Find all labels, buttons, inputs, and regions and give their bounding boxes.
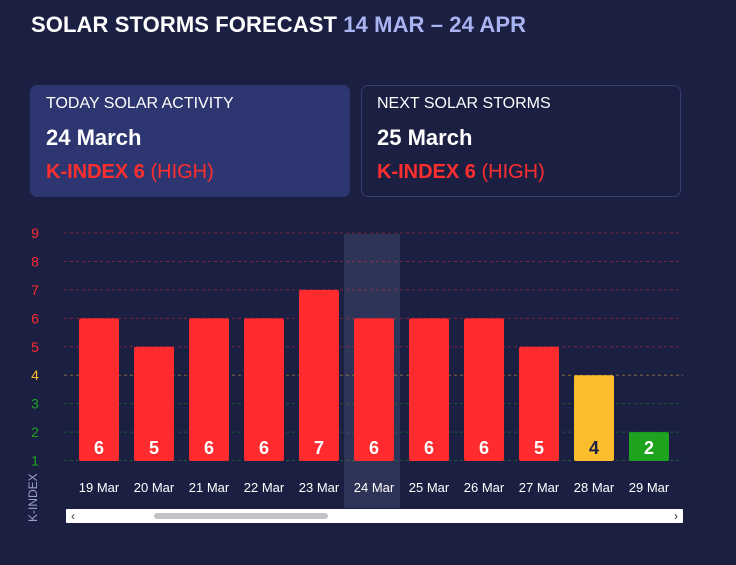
bar-value-label: 6 <box>369 438 379 458</box>
bar-26-mar[interactable] <box>464 318 504 461</box>
x-tick-label: 26 Mar <box>464 480 505 495</box>
x-tick-label: 22 Mar <box>244 480 285 495</box>
bar-value-label: 2 <box>644 438 654 458</box>
y-tick-label-1: 1 <box>31 453 39 469</box>
y-tick-label-6: 6 <box>31 310 39 326</box>
bar-value-label: 7 <box>314 438 324 458</box>
bar-value-label: 4 <box>589 438 599 458</box>
bar-19-mar[interactable] <box>79 318 119 461</box>
next-card-kindex: K-INDEX 6 (HIGH) <box>377 161 665 184</box>
x-tick-label: 25 Mar <box>409 480 450 495</box>
bar-27-mar[interactable] <box>519 346 559 461</box>
y-tick-label-8: 8 <box>31 253 39 269</box>
x-tick-label: 24 Mar <box>354 480 395 495</box>
bar-value-label: 6 <box>479 438 489 458</box>
date-range: 14 MAR – 24 APR <box>343 12 527 37</box>
y-tick-label-3: 3 <box>31 396 39 412</box>
today-card-kindex: K-INDEX 6 (HIGH) <box>46 161 334 184</box>
today-activity-card: TODAY SOLAR ACTIVITY 24 March K-INDEX 6 … <box>30 85 350 197</box>
y-tick-label-2: 2 <box>31 424 39 440</box>
x-tick-label: 20 Mar <box>134 480 175 495</box>
y-tick-label-5: 5 <box>31 339 39 355</box>
y-tick-label-7: 7 <box>31 282 39 298</box>
bar-22-mar[interactable] <box>244 318 284 461</box>
y-tick-label-9: 9 <box>31 225 39 241</box>
bar-21-mar[interactable] <box>189 318 229 461</box>
today-kindex-level: (HIGH) <box>150 161 214 183</box>
today-kindex-value: K-INDEX 6 <box>46 161 145 183</box>
bar-value-label: 6 <box>204 438 214 458</box>
bar-value-label: 6 <box>94 438 104 458</box>
x-tick-label: 29 Mar <box>629 480 670 495</box>
next-storms-card: NEXT SOLAR STORMS 25 March K-INDEX 6 (HI… <box>361 85 681 197</box>
bar-value-label: 6 <box>424 438 434 458</box>
chevron-right-icon[interactable]: › <box>674 509 678 523</box>
chevron-left-icon[interactable]: ‹ <box>71 509 75 523</box>
today-card-label: TODAY SOLAR ACTIVITY <box>46 95 234 112</box>
title-text: SOLAR STORMS FORECAST <box>31 12 338 37</box>
next-card-label: NEXT SOLAR STORMS <box>377 95 551 112</box>
kindex-bar-chart: 1 2 3 4 5 6 7 8 9 6 5 6 6 7 6 6 6 5 4 2 19 Mar 20 Mar 21 Mar… <box>31 225 683 508</box>
y-tick-label-4: 4 <box>31 367 39 383</box>
next-kindex-level: (HIGH) <box>481 161 545 183</box>
x-tick-label: 21 Mar <box>189 480 230 495</box>
today-card-date: 24 March <box>46 125 142 150</box>
page-title: SOLAR STORMS FORECAST 14 MAR – 24 APR <box>31 12 526 38</box>
next-kindex-value: K-INDEX 6 <box>377 161 476 183</box>
chart-horizontal-scrollbar[interactable]: ‹ › <box>66 509 683 523</box>
x-tick-label: 23 Mar <box>299 480 340 495</box>
next-card-date: 25 March <box>377 125 473 150</box>
bar-25-mar[interactable] <box>409 318 449 461</box>
bar-29-mar[interactable] <box>629 432 669 461</box>
bar-20-mar[interactable] <box>134 346 174 461</box>
bar-23-mar[interactable] <box>299 289 339 461</box>
bar-value-label: 5 <box>534 438 544 458</box>
x-tick-label: 28 Mar <box>574 480 615 495</box>
bar-24-mar[interactable] <box>354 318 394 461</box>
bar-value-label: 5 <box>149 438 159 458</box>
x-tick-label: 19 Mar <box>79 480 120 495</box>
y-axis-label: K-INDEX <box>26 473 40 522</box>
bar-value-label: 6 <box>259 438 269 458</box>
bar-28-mar[interactable] <box>574 375 614 461</box>
x-tick-label: 27 Mar <box>519 480 560 495</box>
scrollbar-thumb[interactable] <box>154 513 328 519</box>
